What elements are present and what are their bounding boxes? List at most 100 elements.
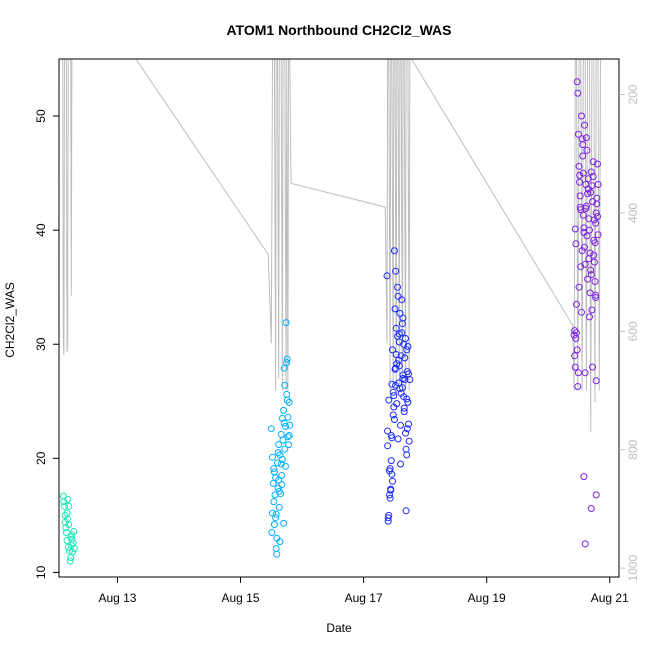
- data-point: [404, 398, 412, 406]
- data-point: [403, 346, 411, 354]
- data-point: [270, 465, 278, 473]
- data-point: [70, 545, 78, 552]
- data-point: [580, 473, 588, 481]
- data-point: [394, 292, 402, 300]
- data-point: [392, 324, 400, 332]
- y2-tick-label: 400: [626, 203, 640, 223]
- data-point: [585, 255, 593, 263]
- data-point: [403, 451, 411, 459]
- data-point: [390, 247, 398, 255]
- data-point: [389, 411, 397, 419]
- data-point: [270, 521, 278, 528]
- x-tick-label: Aug 21: [591, 591, 629, 605]
- data-point: [392, 351, 400, 358]
- data-point: [397, 460, 404, 468]
- data-point: [274, 484, 282, 492]
- data-point: [402, 445, 410, 453]
- data-point: [571, 352, 579, 360]
- data-point: [390, 403, 398, 411]
- data-point: [406, 376, 414, 384]
- data-point: [283, 390, 291, 398]
- data-point: [587, 189, 595, 196]
- data-point: [577, 263, 585, 271]
- chart-title: ATOM1 Northbound CH2Cl2_WAS: [226, 22, 451, 38]
- data-point: [387, 457, 395, 465]
- data-point: [575, 283, 583, 291]
- data-point: [571, 363, 579, 371]
- data-point: [282, 422, 289, 430]
- series-flight_2: [267, 319, 294, 558]
- data-point: [589, 363, 596, 371]
- data-point: [65, 521, 73, 528]
- data-point: [385, 511, 393, 519]
- data-point: [574, 130, 582, 138]
- data-point: [579, 152, 587, 160]
- data-point: [590, 251, 598, 259]
- plot-frame: [58, 58, 620, 578]
- data-point: [570, 331, 578, 339]
- data-point: [61, 502, 68, 510]
- data-point: [397, 352, 405, 360]
- data-point: [285, 441, 292, 449]
- y2-tick-label: 600: [626, 321, 640, 341]
- data-point: [268, 529, 276, 536]
- data-point: [400, 340, 408, 348]
- data-point: [394, 435, 402, 443]
- data-point: [286, 421, 294, 429]
- data-point: [405, 420, 412, 428]
- data-point: [273, 534, 281, 542]
- data-point: [69, 548, 76, 556]
- data-point: [571, 327, 579, 335]
- x-tick-label: Aug 17: [345, 591, 383, 605]
- data-point: [274, 459, 281, 467]
- data-point: [592, 291, 600, 299]
- data-point: [280, 364, 288, 372]
- data-point: [591, 239, 599, 247]
- data-point: [388, 380, 396, 388]
- data-point: [572, 240, 580, 248]
- data-point: [589, 173, 597, 180]
- data-point: [578, 247, 586, 255]
- data-point: [573, 346, 581, 354]
- data-point: [283, 359, 291, 366]
- data-point: [402, 429, 409, 437]
- data-point: [269, 479, 277, 487]
- data-point: [394, 332, 401, 340]
- y2-tick-label: 200: [626, 84, 640, 104]
- data-point: [395, 330, 403, 338]
- data-point: [400, 408, 408, 416]
- data-point: [274, 449, 282, 457]
- x-tick-label: Aug 13: [98, 591, 136, 605]
- data-point: [592, 209, 600, 217]
- data-point: [281, 381, 289, 389]
- data-point: [579, 211, 587, 219]
- x-axis: Aug 13 Aug 15 Aug 17 Aug 19 Aug 21: [98, 577, 629, 605]
- data-point: [387, 485, 395, 493]
- data-point: [592, 219, 600, 227]
- data-point: [403, 425, 411, 433]
- data-point: [401, 354, 409, 362]
- data-point: [384, 442, 392, 450]
- y-tick-label: 50: [34, 109, 48, 123]
- data-point: [403, 368, 411, 376]
- y-tick-label: 20: [34, 451, 48, 465]
- data-point: [572, 335, 580, 342]
- data-point: [389, 477, 396, 485]
- data-point: [64, 495, 72, 503]
- data-point: [393, 360, 401, 368]
- data-point: [581, 540, 589, 548]
- data-point: [582, 134, 590, 142]
- data-point: [391, 305, 399, 313]
- points-layer: [59, 78, 602, 565]
- data-point: [283, 355, 291, 363]
- data-point: [385, 396, 393, 404]
- data-point: [575, 162, 583, 170]
- data-point: [581, 121, 588, 129]
- data-point: [277, 430, 285, 438]
- y-tick-label: 10: [34, 565, 48, 579]
- data-point: [60, 498, 68, 506]
- y2-axis: 200 400 600 800 1000: [619, 84, 640, 581]
- y-tick-label: 30: [34, 337, 48, 351]
- data-point: [272, 510, 280, 518]
- data-point: [273, 550, 281, 558]
